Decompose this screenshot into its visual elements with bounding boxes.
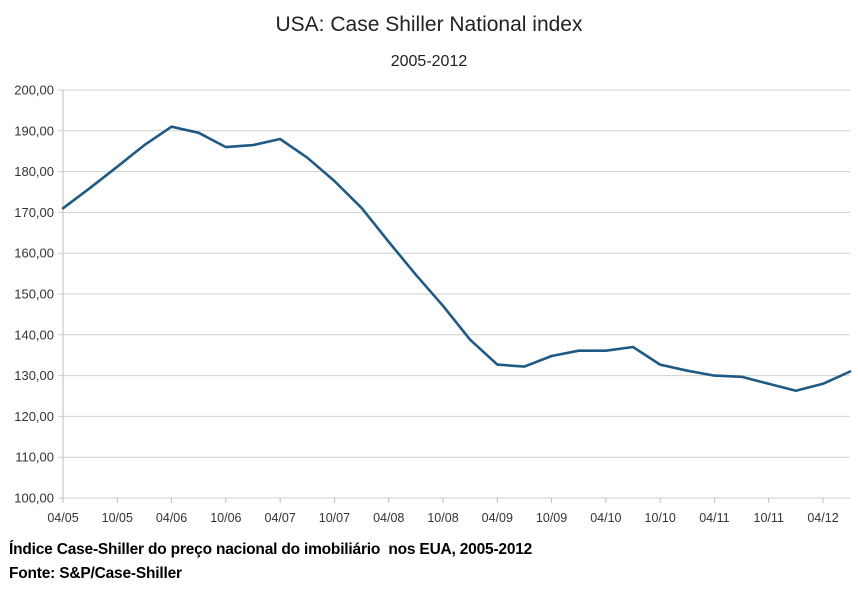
x-tick-label: 04/09 [482, 511, 513, 525]
x-tick-label: 10/06 [210, 511, 241, 525]
series-line [61, 125, 852, 393]
y-tick-label: 150,00 [14, 287, 54, 302]
x-tick-label: 10/05 [102, 511, 133, 525]
y-tick-label: 170,00 [14, 205, 54, 220]
y-tick-label: 200,00 [14, 83, 54, 98]
x-tick-label: 10/10 [645, 511, 676, 525]
x-tick-label: 10/09 [536, 511, 567, 525]
x-tick-label: 10/11 [754, 511, 784, 525]
y-tick-label: 110,00 [15, 450, 54, 465]
x-tick-label: 10/08 [427, 511, 458, 525]
figure-caption: Índice Case-Shiller do preço nacional do… [9, 541, 533, 558]
figure-source: Fonte: S&P/Case-Shiller [9, 565, 182, 582]
series-group [61, 125, 852, 393]
grid [58, 89, 850, 503]
x-tick-label: 04/10 [590, 511, 621, 525]
y-tick-label: 160,00 [14, 246, 54, 261]
line-chart: USA: Case Shiller National index 2005-20… [14, 13, 852, 525]
y-axis: 100,00 110,00 120,00 130,00 140,00 150,00 160,… [14, 83, 54, 506]
x-tick-label: 04/11 [699, 511, 729, 525]
x-tick-label: 04/05 [47, 511, 78, 525]
y-tick-label: 180,00 [14, 164, 54, 179]
y-tick-label: 140,00 [14, 327, 54, 342]
x-tick-label: 04/08 [373, 511, 404, 525]
x-axis: 04/05 10/05 04/06 10/06 04/07 10/07 04/08 10/08… [47, 498, 839, 525]
x-tick-label: 04/06 [156, 511, 187, 525]
x-tick-label: 04/07 [265, 511, 296, 525]
x-tick-label: 04/12 [807, 511, 838, 525]
x-tick-label: 10/07 [319, 511, 350, 525]
y-tick-label: 190,00 [14, 123, 54, 138]
y-tick-label: 130,00 [14, 368, 54, 383]
chart-subtitle: 2005-2012 [391, 53, 468, 70]
y-tick-label: 100,00 [14, 491, 54, 506]
chart-title: USA: Case Shiller National index [276, 13, 583, 36]
y-tick-label: 120,00 [14, 409, 54, 424]
